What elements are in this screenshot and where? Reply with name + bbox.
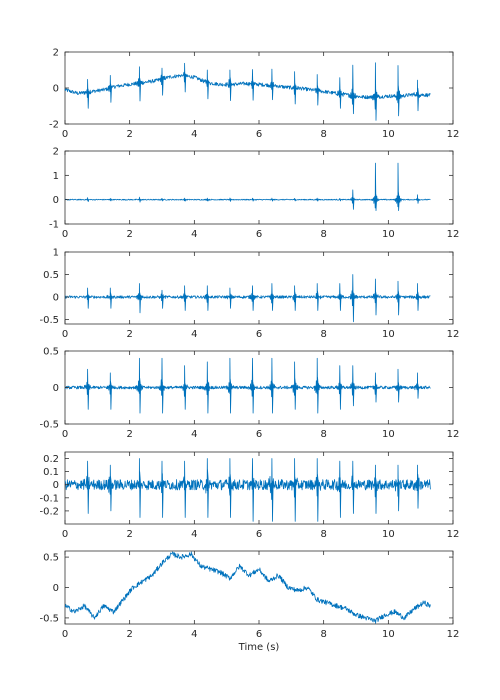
y-tick-label: 0	[53, 84, 59, 95]
x-tick-label: 4	[191, 629, 197, 640]
x-axis-label: Time (s)	[238, 642, 280, 653]
x-tick-label: 10	[382, 629, 395, 640]
y-tick-label: 0.5	[43, 553, 59, 564]
x-tick-label: 2	[126, 629, 132, 640]
x-tick-label: 12	[447, 329, 460, 340]
subplot-5: 0 2 4 6 8 10 12 -0.2 -0.1 0 0.1 0.2	[39, 451, 460, 540]
y-tick-label: -0.5	[39, 315, 59, 326]
x-tick-label: 4	[191, 329, 197, 340]
y-tick-label: -2	[49, 120, 59, 131]
x-tick-label: 10	[382, 129, 395, 140]
x-tick-label: 2	[126, 229, 132, 240]
x-tick-label: 8	[320, 229, 326, 240]
x-tick-label: 8	[320, 329, 326, 340]
x-tick-label: 0	[62, 229, 68, 240]
y-tick-label: 1	[53, 248, 59, 259]
series-line-4-1	[64, 357, 431, 414]
y-tick-label: 0.2	[43, 454, 59, 465]
plot-area	[64, 150, 454, 225]
x-tick-label: 4	[191, 529, 197, 540]
x-tick-label: 8	[320, 129, 326, 140]
y-tick-label: 0	[53, 383, 59, 394]
y-tick-label: 0	[53, 293, 59, 304]
x-tick-label: 2	[126, 329, 132, 340]
x-tick-label: 0	[62, 629, 68, 640]
x-tick-label: 0	[62, 329, 68, 340]
series-line-3-1	[64, 274, 431, 323]
series-line-5-1	[64, 458, 431, 522]
y-tick-label: -0.2	[39, 506, 59, 517]
x-tick-label: 12	[447, 629, 460, 640]
x-tick-label: 4	[191, 229, 197, 240]
x-tick-label: 2	[126, 529, 132, 540]
x-tick-label: 6	[256, 529, 262, 540]
subplot-1: 0 2 4 6 8 10 12-202	[49, 48, 459, 141]
x-tick-label: 10	[382, 429, 395, 440]
x-tick-label: 10	[382, 529, 395, 540]
x-tick-label: 2	[126, 129, 132, 140]
x-tick-label: 4	[191, 129, 197, 140]
y-tick-label: -0.5	[39, 613, 59, 624]
y-tick-label: 0.5	[43, 347, 59, 358]
x-tick-label: 6	[256, 229, 262, 240]
x-tick-label: 6	[256, 429, 262, 440]
x-tick-label: 2	[126, 429, 132, 440]
x-tick-label: 12	[447, 529, 460, 540]
x-tick-label: 8	[320, 429, 326, 440]
y-tick-label: 0.5	[43, 270, 59, 281]
y-tick-label: 0	[53, 583, 59, 594]
y-tick-label: 0	[53, 480, 59, 491]
x-tick-label: 6	[256, 629, 262, 640]
x-tick-label: 12	[447, 429, 460, 440]
x-tick-label: 10	[382, 229, 395, 240]
x-tick-label: 6	[256, 129, 262, 140]
y-tick-label: -1	[49, 220, 59, 231]
subplot-3: 0 2 4 6 8 10 12-0.500.51	[39, 248, 459, 341]
x-tick-label: 6	[256, 329, 262, 340]
subplot-4: 0 2 4 6 8 10 12-0.500.5	[39, 347, 459, 441]
x-tick-label: 8	[320, 529, 326, 540]
x-tick-label: 0	[62, 129, 68, 140]
x-tick-label: 4	[191, 429, 197, 440]
x-tick-label: 10	[382, 329, 395, 340]
subplot-6: 0 2 4 6 8 10 12-0.500.5	[39, 550, 460, 640]
y-tick-label: 2	[53, 48, 59, 59]
x-tick-label: 12	[447, 129, 460, 140]
x-tick-label: 8	[320, 629, 326, 640]
y-tick-label: -0.1	[39, 493, 59, 504]
y-tick-label: 0.1	[43, 467, 59, 478]
plot-area	[64, 51, 454, 125]
x-tick-label: 12	[447, 229, 460, 240]
x-tick-label: 0	[62, 529, 68, 540]
y-tick-label: 2	[53, 147, 59, 158]
y-tick-label: 1	[53, 171, 59, 182]
series-line-1-1	[64, 62, 431, 121]
plot-area	[64, 251, 454, 325]
x-tick-label: 0	[62, 429, 68, 440]
y-tick-label: 0	[53, 195, 59, 206]
plot-area	[64, 550, 454, 625]
y-tick-label: -0.5	[39, 420, 59, 431]
series-line-2-1	[64, 162, 431, 211]
series-line-6-1	[64, 551, 431, 624]
